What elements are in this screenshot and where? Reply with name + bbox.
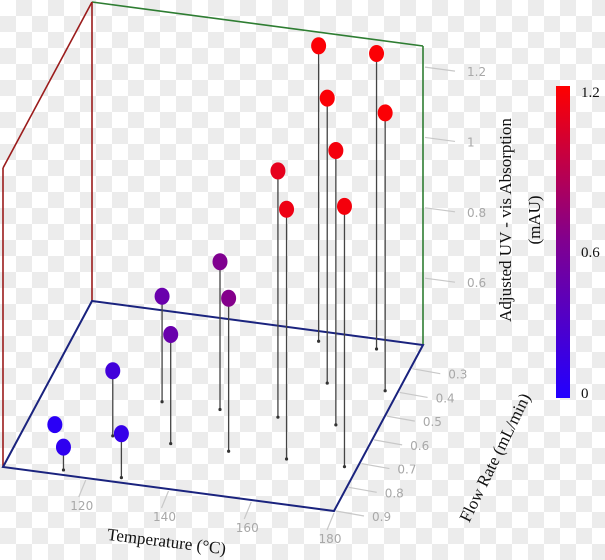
flow-tick	[335, 510, 365, 517]
stem-base	[317, 339, 321, 343]
axis-ticks: 0.6 0.8 1 1.2 0.3 0.4 0.5 0.6 0.7 0.8 0.9 120 140 160…	[70, 65, 486, 546]
stem-base	[276, 415, 280, 419]
flow-tick	[348, 486, 377, 493]
data-point	[221, 289, 237, 307]
data-point	[311, 37, 327, 55]
left-wall-top-edge	[2, 1, 93, 169]
flow-tick-label: 0.8	[385, 486, 404, 500]
data-point	[279, 200, 295, 218]
stem-base	[325, 381, 329, 385]
z-axis-title-line2: (mAU)	[525, 195, 544, 244]
temp-tick-label: 140	[153, 510, 176, 524]
data-point	[113, 425, 129, 443]
stem-base	[383, 389, 387, 393]
data-point	[55, 438, 71, 456]
data-point	[336, 197, 352, 215]
flow-tick	[374, 439, 403, 446]
colorbar-label-mid: 0.6	[581, 245, 600, 261]
data-point	[154, 287, 170, 305]
x-axis-title: Temperature (°C)	[106, 525, 227, 558]
stems	[53, 45, 387, 480]
flow-tick	[412, 368, 441, 375]
z-tick-label: 0.6	[467, 276, 486, 290]
z-axis-title-line1: Adjusted UV - vis Absorption	[496, 118, 515, 322]
z-tick	[424, 207, 456, 213]
colorbar-label-max: 1.2	[581, 85, 600, 101]
data-point	[163, 326, 179, 344]
stem-base	[61, 468, 66, 472]
temp-tick-label: 160	[236, 521, 259, 535]
floor-outline	[1, 299, 425, 513]
temp-tick	[78, 479, 87, 498]
flow-tick-label: 0.3	[448, 368, 467, 382]
y-axis-title: Flow Rate (mL/min)	[456, 390, 535, 525]
colorbar-label-min: 0	[581, 386, 589, 402]
flow-tick-label: 0.9	[372, 510, 391, 524]
data-point	[270, 162, 286, 180]
data-point	[328, 141, 344, 159]
stem-base	[227, 449, 231, 453]
flow-tick	[399, 391, 428, 399]
flow-tick-label: 0.4	[436, 391, 455, 405]
z-tick	[424, 66, 456, 72]
data-point	[105, 362, 121, 380]
back-wall-top-edge	[91, 1, 424, 47]
flow-tick-label: 0.6	[410, 439, 429, 453]
data-point	[319, 89, 335, 107]
z-tick	[424, 136, 456, 143]
stem-base	[284, 457, 289, 461]
stem-base	[111, 434, 115, 438]
flow-tick	[361, 462, 390, 470]
plot-box	[1, 1, 425, 513]
temp-tick-label: 120	[70, 499, 93, 513]
stem-base	[218, 407, 222, 412]
flow-tick-label: 0.5	[423, 415, 442, 429]
colorbar	[556, 86, 570, 398]
temp-tick	[160, 490, 170, 509]
temp-tick-label: 180	[319, 532, 342, 546]
z-tick	[424, 277, 456, 283]
stem-base	[334, 423, 338, 427]
stem-base	[342, 465, 347, 469]
data-point	[377, 104, 393, 122]
z-tick-label: 1.2	[467, 65, 486, 79]
data-point	[212, 253, 228, 271]
flow-tick	[386, 415, 415, 422]
z-tick-label: 0.8	[467, 206, 486, 220]
stem-base	[374, 347, 379, 351]
temp-tick	[243, 501, 252, 520]
stem-base	[119, 476, 123, 480]
data-point	[369, 45, 385, 63]
temp-tick	[326, 512, 335, 531]
stem-base	[160, 400, 164, 404]
flow-tick-label: 0.7	[397, 463, 416, 477]
stem-base	[169, 441, 173, 446]
data-point	[47, 416, 63, 434]
z-tick-label: 1	[467, 135, 475, 149]
data-points	[47, 37, 393, 456]
